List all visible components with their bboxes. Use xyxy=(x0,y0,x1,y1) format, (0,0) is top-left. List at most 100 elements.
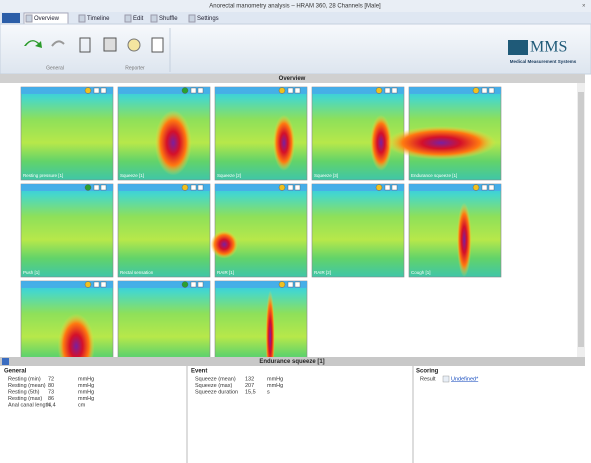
edit-icon[interactable] xyxy=(294,281,301,288)
close-icon[interactable] xyxy=(384,184,391,191)
close-icon[interactable] xyxy=(287,87,294,94)
ribbon xyxy=(0,23,591,75)
edit-icon[interactable] xyxy=(488,87,495,94)
thumbnail[interactable]: RAIR [1] xyxy=(210,183,308,278)
thumbnail[interactable]: Squeeze [3] xyxy=(311,86,405,181)
tab[interactable]: Timeline xyxy=(87,16,110,22)
status-icon[interactable] xyxy=(278,184,286,191)
tab[interactable]: Edit xyxy=(133,16,144,22)
tab-icon[interactable] xyxy=(124,14,132,23)
tab[interactable]: Shuffle xyxy=(159,16,178,22)
field-unit: s xyxy=(267,389,270,395)
field-unit: mmHg xyxy=(267,376,283,382)
close-icon[interactable] xyxy=(93,281,100,288)
edit-icon[interactable] xyxy=(294,87,301,94)
close-icon[interactable] xyxy=(287,281,294,288)
dropdown-button[interactable] xyxy=(442,375,450,383)
status-icon[interactable] xyxy=(84,281,92,288)
status-icon[interactable] xyxy=(84,87,92,94)
collapse-button[interactable] xyxy=(2,358,9,365)
close-icon[interactable] xyxy=(190,184,197,191)
field-unit: mmHg xyxy=(78,383,94,389)
tab-icon[interactable] xyxy=(78,14,86,23)
thumbnail-toolbar xyxy=(409,87,501,94)
status-icon[interactable] xyxy=(84,184,92,191)
tab-icon[interactable] xyxy=(188,14,196,23)
heatmap[interactable] xyxy=(20,183,114,278)
heatmap-hotspot xyxy=(386,126,497,160)
thumbnail-label: Cough [1] xyxy=(411,270,431,275)
field-value: 207 xyxy=(245,383,254,389)
close-icon[interactable] xyxy=(93,87,100,94)
field-label: Squeeze duration xyxy=(195,389,238,395)
heatmap[interactable] xyxy=(20,86,114,181)
status-icon[interactable] xyxy=(472,184,480,191)
close-icon[interactable] xyxy=(93,184,100,191)
field-label: Resting (mean) xyxy=(8,383,46,389)
thumbnail-toolbar xyxy=(312,87,404,94)
close-button[interactable]: × xyxy=(582,4,586,10)
scrollbar-thumb[interactable] xyxy=(578,92,584,347)
tab-icon[interactable] xyxy=(25,14,33,23)
thumbnail-toolbar xyxy=(409,184,501,191)
result-link[interactable]: Undefined* xyxy=(451,376,479,382)
thumbnail[interactable]: Push [1] xyxy=(20,183,114,278)
edit-icon[interactable] xyxy=(100,184,107,191)
edit-icon[interactable] xyxy=(391,184,398,191)
field-unit: mmHg xyxy=(267,383,283,389)
thumbnail[interactable]: Squeeze [2] xyxy=(214,86,308,181)
edit-icon[interactable] xyxy=(391,87,398,94)
app-menu-button[interactable] xyxy=(2,13,20,23)
thumbnail-label: Squeeze [3] xyxy=(314,173,338,178)
thumbnail-label: Squeeze [2] xyxy=(217,173,241,178)
thumbnail[interactable]: Endurance squeeze [1] xyxy=(386,86,502,181)
thumbnail-toolbar xyxy=(21,281,113,288)
heatmap[interactable] xyxy=(311,183,405,278)
close-icon[interactable] xyxy=(481,184,488,191)
window-title: Anorectal manometry analysis – HRAM 360,… xyxy=(209,4,381,10)
edit-icon[interactable] xyxy=(100,87,107,94)
field-label: Resting (min) xyxy=(8,376,41,382)
heatmap[interactable] xyxy=(117,183,211,278)
status-icon[interactable] xyxy=(472,87,480,94)
thumbnail[interactable]: Resting pressure [1] xyxy=(20,86,114,181)
tab[interactable]: Overview xyxy=(34,16,60,22)
heatmap[interactable] xyxy=(214,183,308,278)
close-icon[interactable] xyxy=(384,87,391,94)
field-value: 72 xyxy=(48,376,54,382)
thumbnail-label: Resting pressure [1] xyxy=(23,173,63,178)
ribbon-group-label: General xyxy=(46,65,64,71)
heatmap[interactable] xyxy=(408,183,502,278)
close-icon[interactable] xyxy=(481,87,488,94)
field-label: Squeeze (mean) xyxy=(195,376,236,382)
thumbnail[interactable]: Cough [1] xyxy=(408,183,502,278)
status-icon[interactable] xyxy=(181,184,189,191)
status-icon[interactable] xyxy=(181,87,189,94)
edit-icon[interactable] xyxy=(488,184,495,191)
status-icon[interactable] xyxy=(278,87,286,94)
detail-title: Endurance squeeze [1] xyxy=(259,359,324,365)
thumbnail[interactable]: Rectal sensation xyxy=(117,183,211,278)
status-icon[interactable] xyxy=(278,281,286,288)
status-icon[interactable] xyxy=(181,281,189,288)
tab-icon[interactable] xyxy=(150,14,158,23)
tab[interactable]: Settings xyxy=(197,16,219,22)
edit-icon[interactable] xyxy=(197,87,204,94)
close-icon[interactable] xyxy=(190,281,197,288)
edit-icon[interactable] xyxy=(197,184,204,191)
close-icon[interactable] xyxy=(190,87,197,94)
field-value: 15,5 xyxy=(245,389,256,395)
close-icon[interactable] xyxy=(287,184,294,191)
thumbnail[interactable]: Squeeze [1] xyxy=(117,86,211,181)
thumbnail-toolbar xyxy=(312,184,404,191)
status-icon[interactable] xyxy=(375,184,383,191)
heatmap-hotspot xyxy=(369,114,393,171)
thumbnail-label: Rectal sensation xyxy=(120,270,154,275)
edit-icon[interactable] xyxy=(294,184,301,191)
field-label: Squeeze (max) xyxy=(195,383,232,389)
field-value: 132 xyxy=(245,376,254,382)
edit-icon[interactable] xyxy=(100,281,107,288)
status-icon[interactable] xyxy=(375,87,383,94)
thumbnail[interactable]: RAIR [2] xyxy=(311,183,405,278)
edit-icon[interactable] xyxy=(197,281,204,288)
